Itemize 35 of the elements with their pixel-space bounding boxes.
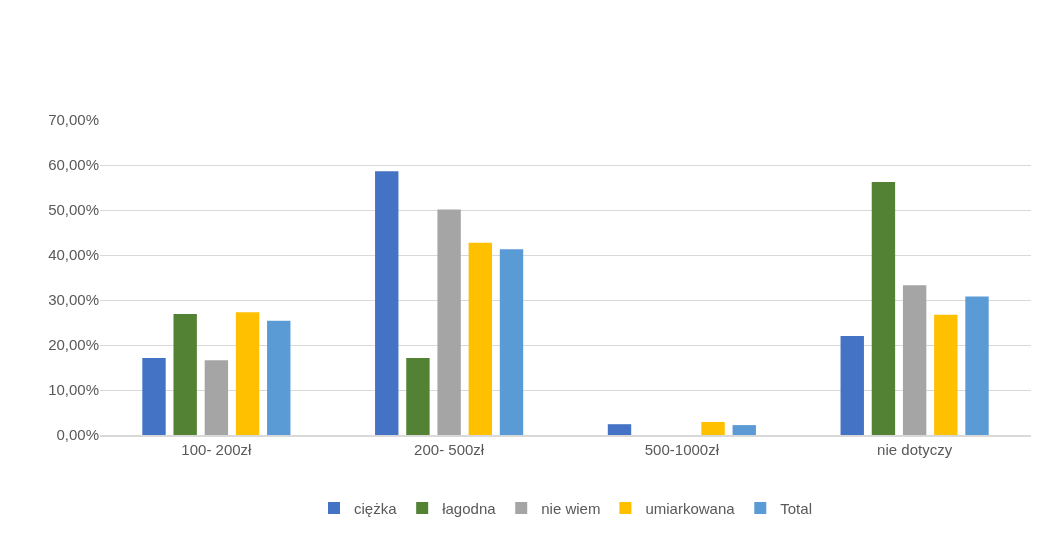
bar xyxy=(173,313,197,435)
y-tick-label: 70,00% xyxy=(48,111,99,129)
legend-label: ciężka xyxy=(354,499,398,517)
bar xyxy=(204,360,229,435)
bar xyxy=(267,320,291,435)
bar xyxy=(499,249,524,435)
y-tick-label: 40,00% xyxy=(48,246,99,264)
bar xyxy=(965,296,989,435)
y-tick-label: 30,00% xyxy=(48,291,99,309)
legend-label: umiarkowana xyxy=(645,499,736,517)
bar xyxy=(406,358,430,435)
legend-label: nie wiem xyxy=(541,499,601,517)
x-tick-label: nie dotyczy xyxy=(877,440,953,458)
bar xyxy=(934,314,958,435)
legend-label: łagodna xyxy=(442,499,497,517)
bar xyxy=(142,358,166,435)
y-tick-label: 20,00% xyxy=(48,336,99,354)
x-tick-label: 500-1000zł xyxy=(644,440,720,458)
legend-label: Total xyxy=(780,499,812,517)
bar xyxy=(732,425,756,435)
y-tick-label: 10,00% xyxy=(48,381,99,399)
x-tick-label: 200- 500zł xyxy=(414,440,485,458)
bar xyxy=(375,171,399,435)
bar xyxy=(235,312,260,435)
bar xyxy=(468,242,493,435)
bar xyxy=(437,209,461,435)
y-tick-label: 50,00% xyxy=(48,201,99,219)
bar xyxy=(902,285,927,435)
bar xyxy=(871,182,896,435)
y-tick-label: 60,00% xyxy=(48,156,99,174)
bar xyxy=(607,424,632,435)
y-tick-label: 0,00% xyxy=(56,426,99,444)
bar xyxy=(840,336,864,435)
bar xyxy=(701,421,725,435)
x-tick-label: 100- 200zł xyxy=(181,440,253,458)
